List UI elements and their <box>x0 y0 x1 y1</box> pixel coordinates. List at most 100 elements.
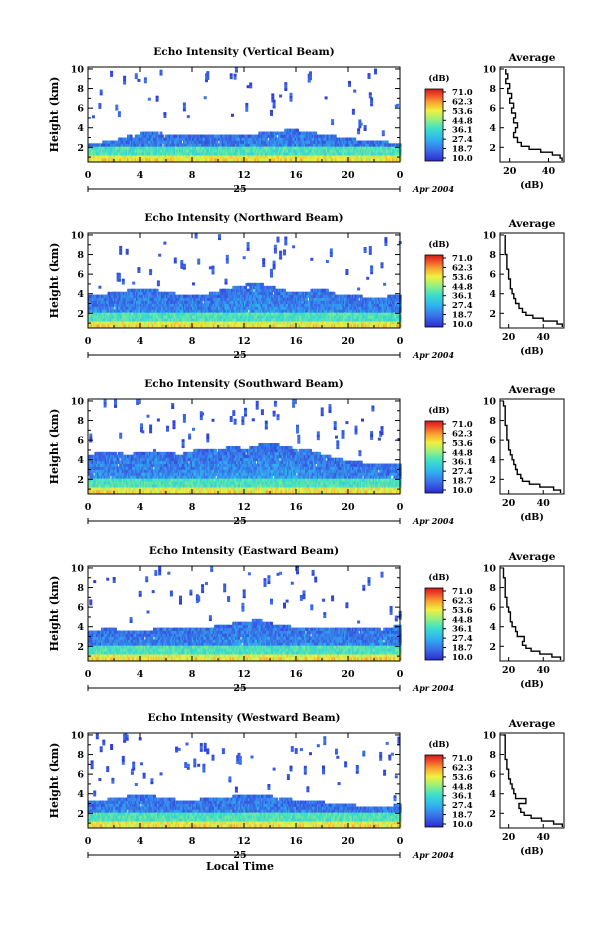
heatmap-cell <box>341 303 345 307</box>
heatmap-cell <box>368 95 372 99</box>
y-tick-label: 8 <box>77 84 84 95</box>
heatmap-cell <box>123 81 127 85</box>
heatmap-cells <box>88 66 402 162</box>
heatmap-cell <box>358 143 362 147</box>
heatmap-cell <box>257 303 260 307</box>
heatmap-cell <box>101 303 104 307</box>
heatmap-cell <box>214 306 218 310</box>
heatmap-cell <box>359 294 363 298</box>
heatmap-cell <box>272 266 276 270</box>
heatmap-cell <box>283 288 286 293</box>
heatmap-cell <box>276 236 280 240</box>
heatmap-cell <box>273 134 277 138</box>
heatmap-cell <box>116 309 120 313</box>
heatmap-cell <box>120 143 124 147</box>
heatmap-cell <box>383 297 387 301</box>
heatmap-cell <box>197 261 201 265</box>
heatmap-cell <box>363 125 367 128</box>
heatmap-cell <box>370 265 374 269</box>
heatmap-cell <box>307 143 311 147</box>
heatmap-cell <box>241 137 245 141</box>
average-x-label: (dB) <box>520 180 544 191</box>
heatmap-cell <box>336 306 340 310</box>
heatmap-cell <box>149 272 153 276</box>
heatmap-cell <box>98 285 102 289</box>
heatmap-cell <box>215 140 219 144</box>
heatmap-cell <box>211 271 215 275</box>
heatmap-cell <box>141 300 145 304</box>
average-x-tick-label: 40 <box>542 166 556 177</box>
heatmap-cell <box>247 140 251 144</box>
heatmap-cell <box>280 140 284 144</box>
heatmap-cell <box>272 105 276 109</box>
heatmap-cell <box>137 78 141 82</box>
heatmap-cell <box>348 80 351 84</box>
heatmap-cell <box>285 294 289 298</box>
heatmap-cell <box>262 258 266 262</box>
heatmap-cell <box>370 97 374 101</box>
heatmap-cell <box>125 306 129 310</box>
heatmap-cell <box>224 281 228 285</box>
heatmap-cell <box>208 266 212 270</box>
heatmap-cell <box>380 265 384 269</box>
heatmap-cell <box>392 309 396 313</box>
heatmap-cell <box>125 251 129 255</box>
heatmap-cell <box>146 291 150 296</box>
heatmap-cell <box>180 260 184 263</box>
heatmap-cell <box>348 83 351 87</box>
heatmap-cell <box>270 109 273 113</box>
panel-1: Echo Intensity (Northward Beam)246810Hei… <box>48 212 565 361</box>
x-tick-label: 4 <box>137 170 144 181</box>
heatmap-cell <box>195 140 199 144</box>
heatmap-cell <box>107 140 111 144</box>
heatmap-cells <box>88 232 402 328</box>
heatmap-cell <box>329 248 333 252</box>
heatmap-cell <box>182 266 186 270</box>
heatmap-cell <box>169 137 173 141</box>
average-title: Average <box>508 52 556 64</box>
heatmap-cell <box>270 268 273 272</box>
heatmap-cell <box>318 143 322 147</box>
heatmap-cell <box>184 143 188 147</box>
heatmap-cell <box>384 243 388 246</box>
heatmap-cell <box>216 303 220 307</box>
heatmap-cell <box>159 131 163 135</box>
heatmap-cell <box>221 143 225 147</box>
heatmap-cell <box>351 111 355 115</box>
colorbar-label: 44.8 <box>452 116 473 126</box>
heatmap-cell <box>147 303 151 307</box>
heatmap-cell <box>250 134 254 138</box>
heatmap-cell <box>194 235 198 239</box>
heatmap-cell <box>266 309 270 313</box>
heatmap-cell <box>244 285 247 290</box>
heatmap-cell <box>233 73 237 77</box>
heatmap-cell <box>159 143 163 147</box>
heatmap-cell <box>224 303 228 307</box>
heatmap-cell <box>294 294 298 298</box>
heatmap-cell <box>328 297 332 301</box>
heatmap-cell <box>182 105 186 109</box>
heatmap-cell <box>172 143 176 147</box>
heatmap-cell <box>363 247 367 250</box>
colorbar-label: 71.0 <box>452 88 473 98</box>
heatmap-cell <box>218 234 221 238</box>
heatmap-cell <box>98 103 102 106</box>
heatmap-cell <box>246 245 250 248</box>
average-y-tick-label: 2 <box>489 143 496 154</box>
heatmap-cell <box>186 115 190 119</box>
heatmap-cell <box>366 276 370 280</box>
heatmap-cell <box>245 108 249 112</box>
heatmap-cell <box>368 251 372 255</box>
heatmap-cell <box>283 252 286 256</box>
heatmap-cell <box>262 264 266 268</box>
heatmap-cell <box>384 237 388 241</box>
heatmap-cell <box>289 92 293 96</box>
heatmap-cell <box>264 300 268 304</box>
heatmap-cell <box>249 82 253 86</box>
heatmap-cell <box>258 306 262 310</box>
heatmap-cell <box>363 128 367 131</box>
heatmap-cell <box>117 275 121 279</box>
heatmap-cell <box>207 137 211 141</box>
heatmap-cell <box>262 261 266 265</box>
heatmap-cell <box>245 140 249 144</box>
